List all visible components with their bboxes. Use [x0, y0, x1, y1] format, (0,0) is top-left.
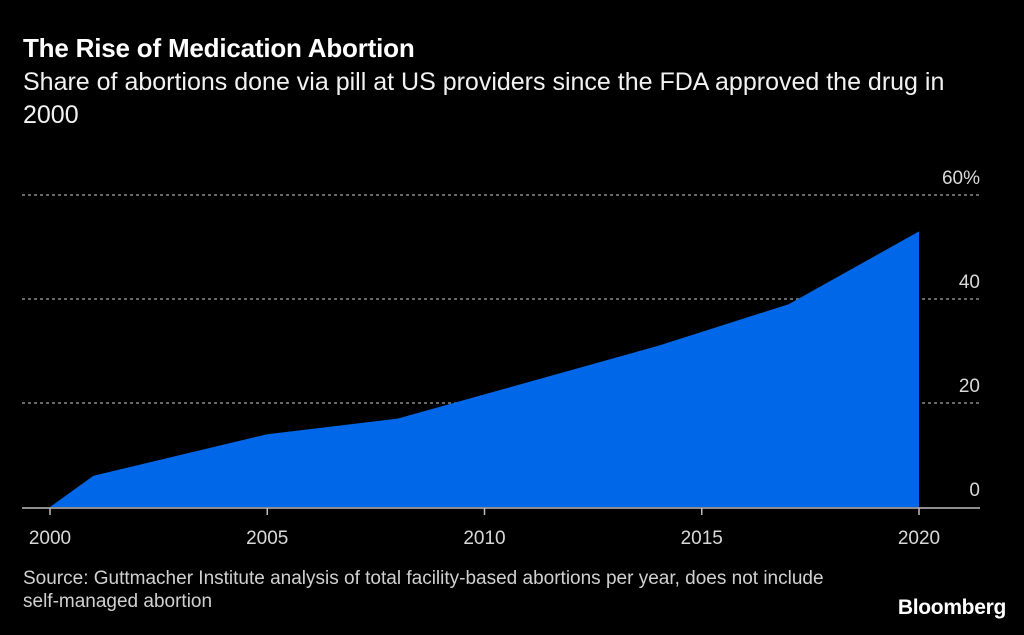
- plot-area: [50, 231, 919, 507]
- source-note: Source: Guttmacher Institute analysis of…: [23, 568, 824, 612]
- x-tick-label-2015: 2015: [681, 528, 723, 549]
- x-axis-labels: 2000 2005 2010 2015 2020: [29, 528, 940, 549]
- y-tick-label-20: 20: [959, 376, 980, 397]
- chart-title: The Rise of Medication Abortion: [23, 33, 415, 63]
- x-tick-label-2000: 2000: [29, 528, 71, 549]
- y-axis-labels: 0 20 40 60%: [942, 168, 980, 501]
- x-tick-label-2020: 2020: [898, 528, 940, 549]
- chart-subtitle: Share of abortions done via pill at US p…: [23, 68, 945, 129]
- x-axis: [22, 507, 980, 515]
- bloomberg-logo: Bloomberg: [897, 596, 1006, 619]
- x-tick-label-2010: 2010: [463, 528, 505, 549]
- y-tick-label-60: 60%: [942, 168, 980, 189]
- x-tick-label-2005: 2005: [246, 528, 288, 549]
- area-series: [50, 231, 919, 507]
- y-tick-label-40: 40: [959, 272, 980, 293]
- y-tick-label-0: 0: [969, 480, 980, 501]
